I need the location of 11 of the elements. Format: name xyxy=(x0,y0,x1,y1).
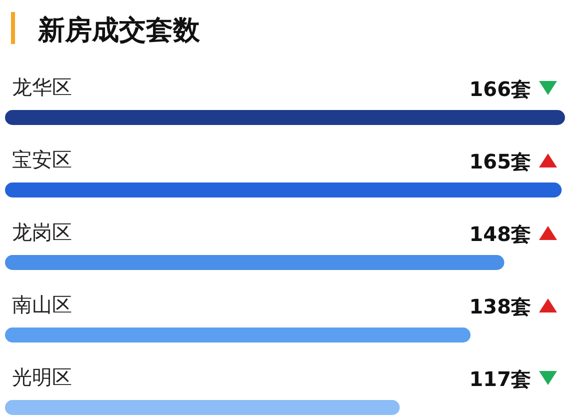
y-tick-label: 南山区 xyxy=(12,292,72,316)
y-tick-label: 龙华区 xyxy=(12,75,72,99)
data-label: 148套 xyxy=(469,222,531,246)
y-tick-label: 宝安区 xyxy=(12,148,72,172)
y-tick-label: 龙岗区 xyxy=(12,220,72,244)
data-label: 165套 xyxy=(469,150,531,174)
chart-title: 新房成交套数 xyxy=(37,15,201,46)
data-label: 117套 xyxy=(469,367,531,391)
y-tick-label: 光明区 xyxy=(12,365,72,389)
data-label: 138套 xyxy=(469,294,531,318)
data-label: 166套 xyxy=(469,77,531,101)
